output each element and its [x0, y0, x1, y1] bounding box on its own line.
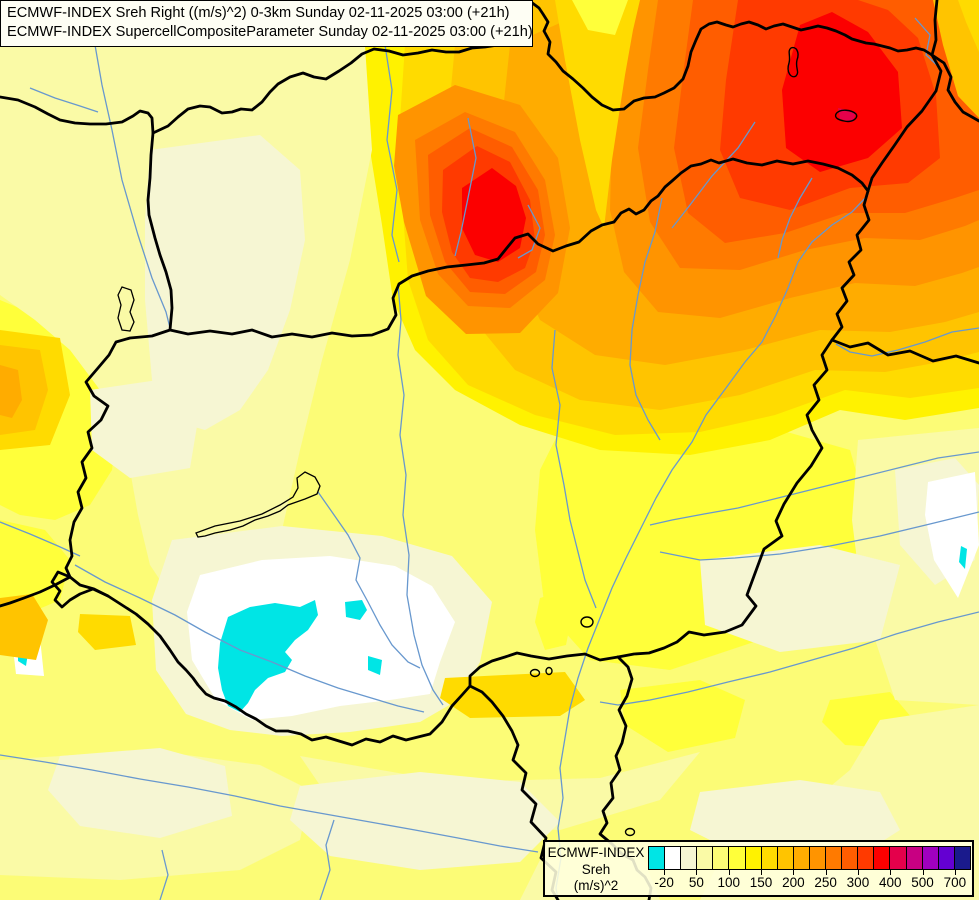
- colorbar-tick-label: 400: [878, 875, 902, 890]
- colorbar-tick: [793, 870, 795, 875]
- colorbar-cell-6: [729, 847, 746, 869]
- legend-labels: ECMWF-INDEX Sreh (m/s)^2: [545, 845, 647, 895]
- colorbar-tick: [728, 870, 730, 875]
- colorbar-cell-18: [922, 847, 939, 869]
- colorbar-cell-19: [938, 847, 955, 869]
- colorbar-tick: [954, 870, 956, 875]
- colorbar-cell-17: [906, 847, 923, 869]
- colorbar-cell-7: [745, 847, 762, 869]
- colorbar-cell-9: [777, 847, 794, 869]
- scp-contours: [529, 46, 858, 837]
- colorbar-cell-4: [697, 847, 714, 869]
- colorbar-tick: [761, 870, 763, 875]
- title-box: ECMWF-INDEX Sreh Right ((m/s)^2) 0-3km S…: [0, 0, 533, 47]
- colorbar-cell-20: [954, 847, 970, 869]
- colorbar-tick: [664, 870, 666, 875]
- legend-box: ECMWF-INDEX Sreh (m/s)^2 -20 50 100 150 200 2…: [543, 840, 974, 897]
- colorbar-tick-label: 500: [911, 875, 934, 890]
- legend-parameter-label: Sreh: [581, 861, 611, 877]
- lakes-layer: [117, 286, 321, 538]
- colorbar-cell-2: [665, 847, 682, 869]
- colorbar-cell-8: [761, 847, 778, 869]
- colorbar-cell-14: [858, 847, 875, 869]
- colorbar-tick-label: 150: [749, 875, 773, 890]
- title-line-2: ECMWF-INDEX SupercellCompositeParameter …: [7, 24, 533, 40]
- title-line-1: ECMWF-INDEX Sreh Right ((m/s)^2) 0-3km S…: [7, 5, 510, 21]
- colorbar-cell-15: [874, 847, 891, 869]
- colorbar-cell-12: [826, 847, 843, 869]
- colorbar-tick: [696, 870, 698, 875]
- rivers-layer: [0, 17, 979, 900]
- colorbar-tick-label: 50: [688, 875, 704, 890]
- colorbar-tick-label: -20: [654, 875, 674, 890]
- colorbar-tick-label: 100: [717, 875, 741, 890]
- colorbar-tick: [857, 870, 859, 875]
- colorbar-tick: [825, 870, 827, 875]
- colorbar-cell-10: [793, 847, 810, 869]
- colorbar-tick-label: 300: [846, 875, 870, 890]
- colorbar-cell-16: [890, 847, 907, 869]
- colorbar-tick-label: 700: [943, 875, 967, 890]
- colorbar-cell-13: [842, 847, 859, 869]
- colorbar-cell-5: [713, 847, 730, 869]
- colorbar-tick: [890, 870, 892, 875]
- lake-balaton-outline: [195, 471, 321, 538]
- colorbar-cell-3: [681, 847, 698, 869]
- legend-product-label: ECMWF-INDEX: [547, 845, 645, 860]
- colorbar-cell-1: [649, 847, 666, 869]
- legend-colorbar: [648, 846, 971, 870]
- colorbar-cell-11: [809, 847, 827, 869]
- colorbar-tick: [922, 870, 924, 875]
- legend-units-label: (m/s)^2: [573, 878, 619, 893]
- colorbar-tick-label: 250: [814, 875, 837, 890]
- colorbar-tick-label: 200: [782, 875, 805, 890]
- lake-neusiedl-outline: [117, 286, 135, 332]
